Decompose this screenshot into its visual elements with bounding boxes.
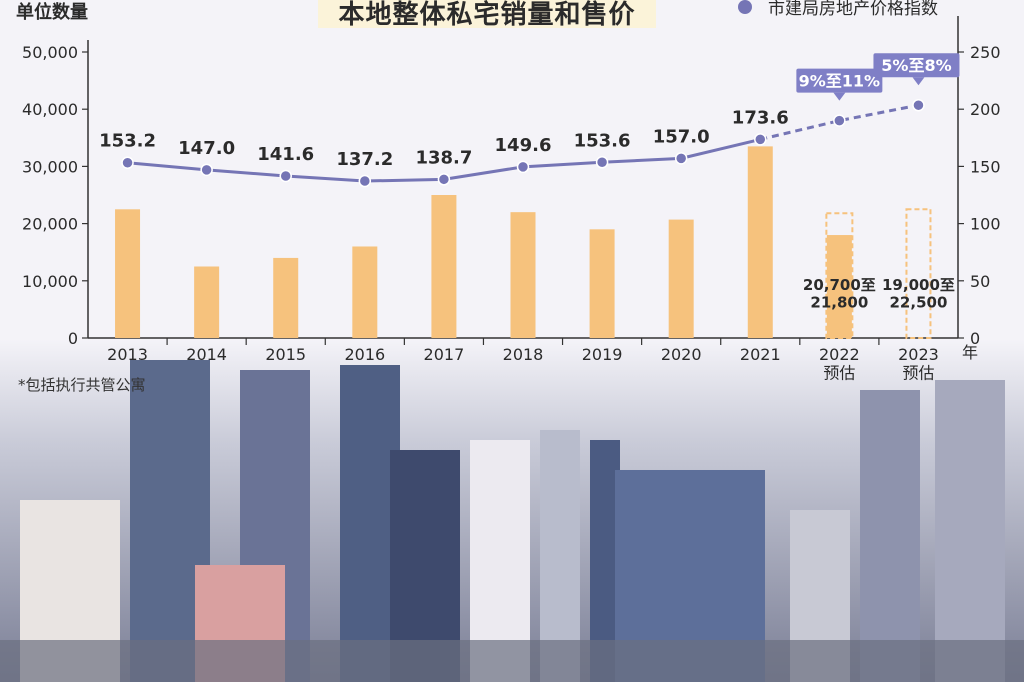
bar-range-outline <box>905 208 932 339</box>
title-band <box>318 0 656 28</box>
forecast-badge <box>873 53 960 78</box>
y-right-tick-label: 200 <box>970 100 1001 119</box>
price-index-point <box>437 173 451 186</box>
price-index-point <box>674 152 688 165</box>
bar <box>747 146 773 338</box>
bar <box>194 266 220 338</box>
y-left-tick-label: 10,000 <box>22 272 78 291</box>
bar <box>431 195 457 338</box>
y-left-tick-label: 20,000 <box>22 215 78 234</box>
price-index-label: 141.6 <box>257 144 314 165</box>
bar-range-outline <box>825 212 854 339</box>
price-index-point <box>358 174 372 188</box>
price-index-label: 137.2 <box>336 149 393 170</box>
x-tick-label: 2021 <box>740 345 781 364</box>
x-axis-unit: 年 <box>962 343 978 362</box>
x-tick-label: 2014 <box>186 345 227 364</box>
footnote: *包括执行共管公寓 <box>18 376 146 394</box>
price-index-label: 153.2 <box>99 131 156 152</box>
bar <box>510 212 536 338</box>
y-left-tick-label: 40,000 <box>22 100 78 119</box>
forecast-badge-pointer <box>833 92 846 101</box>
bar <box>826 235 852 338</box>
price-index-label: 149.6 <box>495 135 552 156</box>
bar <box>352 246 378 338</box>
x-tick-label: 2022 预估 <box>819 345 860 382</box>
price-index-label: 147.0 <box>178 138 235 159</box>
price-index-label: 138.7 <box>415 147 472 168</box>
x-tick-label: 2017 <box>424 345 465 364</box>
bar <box>668 219 694 338</box>
x-tick-label: 2016 <box>344 345 385 364</box>
y-left-tick-label: 0 <box>68 329 78 348</box>
y-right-tick-label: 0 <box>970 329 980 348</box>
bar <box>589 229 615 338</box>
price-index-point <box>200 163 213 177</box>
y-right-tick-label: 100 <box>970 215 1001 234</box>
bar-range-label: 19,000至 22,500 <box>882 276 955 311</box>
x-tick-label: 2015 <box>265 345 306 364</box>
forecast-badge-label: 9%至11% <box>799 72 880 91</box>
y-left-tick-label: 50,000 <box>22 43 78 62</box>
x-tick-label: 2018 <box>503 345 544 364</box>
price-index-point <box>516 160 530 174</box>
y-right-tick-label: 150 <box>970 157 1001 176</box>
x-tick-label: 2013 <box>107 345 148 364</box>
y-axis-left-label: 单位数量 <box>16 2 88 23</box>
x-tick-label: 2020 <box>661 345 702 364</box>
forecast-badge-label: 5%至8% <box>881 56 951 75</box>
x-tick-label: 2023 预估 <box>898 345 939 382</box>
y-left-tick-label: 30,000 <box>22 157 78 176</box>
price-index-label: 153.6 <box>574 130 631 151</box>
forecast-badge-pointer <box>912 77 925 86</box>
price-index-point <box>912 98 925 112</box>
price-index-point <box>121 156 134 169</box>
price-index-point <box>754 133 767 146</box>
price-index-point <box>279 169 292 183</box>
y-axis-right-label: 市建局房地产价格指数 <box>768 0 938 19</box>
chart-title: 本地整体私宅销量和售价 <box>338 0 636 30</box>
y-right-tick-label: 50 <box>970 272 990 291</box>
legend-line-marker <box>738 0 752 14</box>
price-index-label: 173.6 <box>732 107 789 128</box>
bar-range-label: 20,700至 21,800 <box>803 276 876 311</box>
price-index-forecast-line <box>759 103 919 141</box>
y-right-tick-label: 250 <box>970 43 1001 62</box>
price-index-point <box>833 114 846 127</box>
price-index-point <box>595 156 609 169</box>
bar <box>273 257 299 338</box>
city-skyline-photo <box>0 340 1024 682</box>
price-index-label: 157.0 <box>653 126 710 147</box>
bar <box>115 209 141 338</box>
x-tick-label: 2019 <box>582 345 623 364</box>
forecast-badge <box>796 68 883 93</box>
